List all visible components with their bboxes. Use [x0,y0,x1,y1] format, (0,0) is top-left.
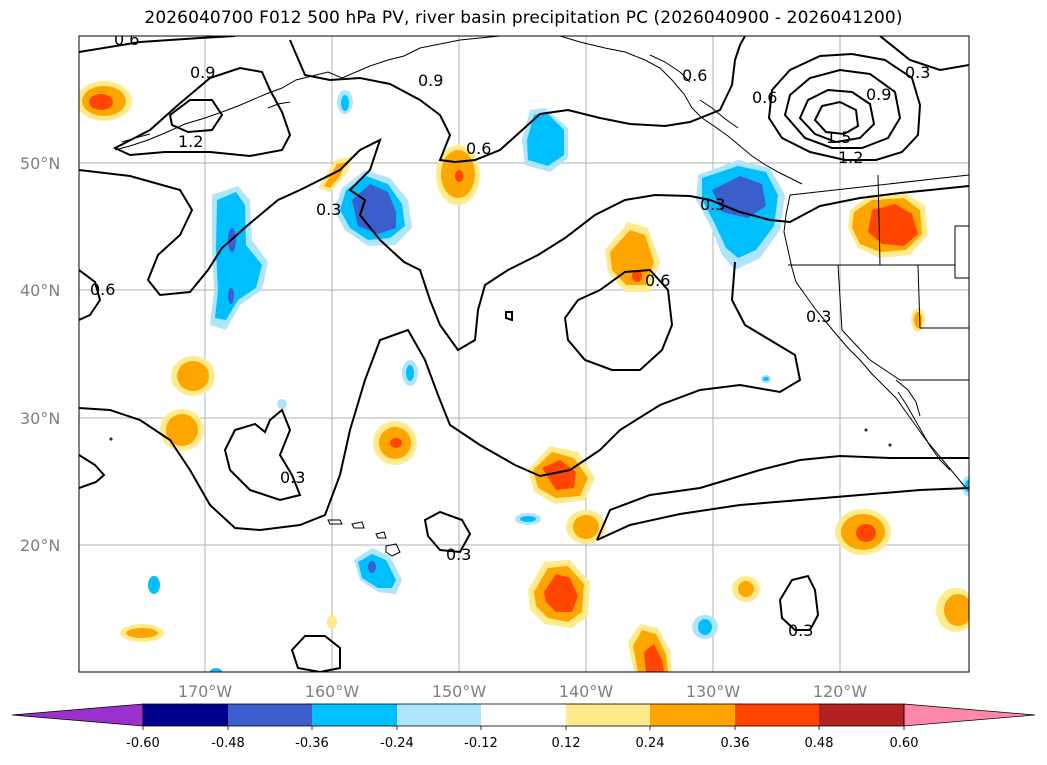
colorbar-tick-label: 0.48 [805,736,834,751]
colorbar-tick-label: -0.60 [126,736,160,751]
map-panel: 0.6 0.9 1.2 0.9 0.3 0.6 0.6 0.9 0.3 1.5 … [79,30,969,672]
contour-label: 1.5 [826,128,851,147]
anomaly-blob-positive [171,356,215,396]
contour-label: 0.3 [806,307,831,326]
anomaly-blob-negative [354,548,402,594]
colorbar-segment [143,704,228,726]
contour-label: 0.6 [752,88,777,107]
lat-label: 20°N [20,536,60,555]
colorbar-segment [650,704,735,726]
anomaly-blob-positive [160,409,204,451]
contour-label: 0.3 [788,621,813,640]
contour-label: 0.6 [90,280,115,299]
anomaly-blob-positive [528,446,595,504]
anomaly-blob-positive [566,510,606,544]
colorbar-tick-label: 0.60 [890,736,919,751]
colorbar-segment [397,704,481,726]
contour-label: 0.6 [645,271,670,290]
lat-label: 40°N [20,281,60,300]
anomaly-blob-negative [692,615,718,639]
colorbar-tick-label: 0.12 [552,736,581,751]
lon-label: 140°W [559,682,614,701]
anomaly-blob-negative [515,513,541,525]
contour-label: 0.9 [418,71,443,90]
lon-axis-labels: 170°W 160°W 150°W 140°W 130°W 120°W [178,682,868,701]
lon-label: 170°W [178,682,233,701]
lon-label: 120°W [813,682,868,701]
contour-label: 0.3 [280,468,305,487]
anomaly-blob-negative [522,108,568,172]
lon-label: 150°W [432,682,487,701]
anomaly-blob-positive [628,624,672,672]
anomaly-blob-positive [936,588,969,632]
lat-label: 30°N [20,409,60,428]
colorbar-extend-left [11,703,144,727]
anomaly-blob-positive [528,560,590,628]
colorbar-segment [735,704,819,726]
lat-axis-labels: 50°N 40°N 30°N 20°N [20,154,60,555]
contour-label: 1.2 [838,148,863,167]
colorbar-tick-label: -0.36 [295,736,329,751]
anomaly-blob-positive [327,615,337,629]
contour-label: 1.2 [178,132,203,151]
contour-labels: 0.6 0.9 1.2 0.9 0.3 0.6 0.6 0.9 0.3 1.5 … [90,30,930,640]
anomaly-blob-negative [148,576,160,594]
anomaly-blob-negative [334,170,412,246]
contour-label: 0.6 [466,139,491,158]
anomaly-blob-positive [835,509,891,555]
contour-label: 0.9 [190,63,215,82]
precip-anomaly-fills [79,81,969,672]
pv-contours [79,36,969,672]
lon-label: 160°W [305,682,360,701]
map-title: 2026040700 F012 500 hPa PV, river basin … [144,8,903,28]
anomaly-blob-positive [120,624,164,642]
contour-label: 0.3 [905,63,930,82]
colorbar-tick-label: -0.12 [464,736,498,751]
anomaly-blob-negative [337,90,353,114]
colorbar-tick-label: 0.36 [721,736,750,751]
colorbar-segment [312,704,397,726]
anomaly-blob-negative [210,668,222,672]
contour-label: 0.6 [682,66,707,85]
colorbar-extend-right [903,703,1036,727]
colorbar-segment [566,704,650,726]
colorbar-segment [228,704,312,726]
anomaly-blob-positive [732,576,760,602]
lon-label: 130°W [686,682,741,701]
contour-label: 0.3 [700,195,725,214]
lat-label: 50°N [20,154,60,173]
colorbar-segment [819,704,904,726]
anomaly-blob-positive [848,193,928,258]
anomaly-blob-positive [79,81,132,121]
colorbar-tick-label: 0.24 [636,736,665,751]
anomaly-blob-positive [373,421,417,465]
colorbar-tick-label: -0.24 [380,736,414,751]
colorbar: -0.60 -0.48 -0.36 -0.24 -0.12 0.12 0.24 … [11,703,1036,751]
contour-label: 0.9 [866,85,891,104]
colorbar-tick-label: -0.48 [211,736,245,751]
anomaly-blob-negative [210,186,268,330]
colorbar-segment [481,704,566,726]
contour-label: 0.6 [114,30,139,49]
anomaly-blob-negative [277,375,771,409]
anomaly-blob-negative [402,360,418,386]
map-frame [78,35,970,673]
contour-label: 0.3 [316,200,341,219]
contour-label: 0.3 [446,545,471,564]
